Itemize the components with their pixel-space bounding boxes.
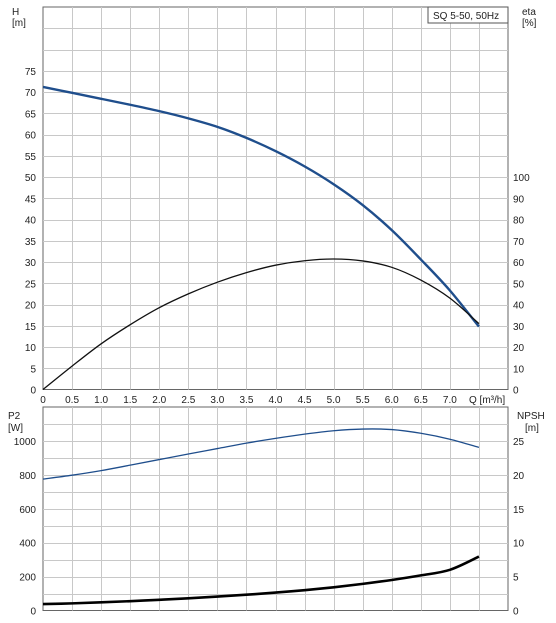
y-left-tick-label: 10	[25, 343, 37, 354]
p2-tick-label: 0	[30, 607, 36, 618]
y-right-tick-label: 40	[513, 301, 525, 312]
legend-label: SQ 5-50, 50Hz	[433, 11, 499, 22]
y-left-unit-top: [m]	[12, 18, 26, 29]
curves	[42, 85, 480, 606]
x-tick-label: 7.0	[443, 395, 457, 406]
npsh-tick-label: 0	[513, 607, 519, 618]
p2-tick-label: 1000	[14, 437, 37, 448]
y-left-tick-label: 70	[25, 88, 37, 99]
bottom-grid-frame	[42, 406, 509, 611]
y-left-tick-label: 30	[25, 258, 37, 269]
y-left-tick-label: 75	[25, 67, 37, 78]
x-tick-label: 1.0	[94, 395, 108, 406]
y-left-tick-label: 25	[25, 279, 37, 290]
p2-tick-label: 600	[19, 505, 36, 516]
y-right-tick-label: 80	[513, 216, 525, 227]
y-right-label-top: eta	[522, 7, 536, 18]
y-left-tick-label: 50	[25, 173, 37, 184]
head-curve	[42, 85, 480, 328]
x-tick-label: 6.5	[414, 395, 428, 406]
y-left-tick-label: 35	[25, 237, 37, 248]
y-right-label-bottom: NPSH	[517, 411, 545, 422]
x-tick-label: 5.0	[327, 395, 341, 406]
x-tick-label: 3.0	[210, 395, 224, 406]
y-left-unit-bottom: [W]	[8, 423, 23, 434]
y-left-tick-label: 40	[25, 216, 37, 227]
y-left-tick-label: 55	[25, 152, 37, 163]
x-tick-label: 5.5	[356, 395, 370, 406]
npsh-curve	[42, 555, 480, 606]
npsh-tick-label: 20	[513, 471, 525, 482]
x-tick-label: 3.5	[239, 395, 253, 406]
y-left-tick-label: 5	[30, 364, 36, 375]
y-right-tick-label: 10	[513, 364, 525, 375]
tick-labels: 0 0.5 1.0 1.5 2.0 2.5 3.0 3.5 4.0 4.5 5.0 5.5 6.0 6.5…	[14, 67, 530, 618]
x-tick-label: 0	[40, 395, 46, 406]
y-left-tick-label: 15	[25, 322, 37, 333]
bottom-grid	[42, 406, 509, 611]
top-grid	[42, 6, 509, 390]
y-left-tick-label: 45	[25, 194, 37, 205]
y-right-tick-label: 60	[513, 258, 525, 269]
x-tick-label: 2.0	[152, 395, 166, 406]
y-left-tick-label: 0	[30, 386, 36, 397]
npsh-tick-label: 5	[513, 573, 519, 584]
npsh-tick-label: 25	[513, 437, 525, 448]
npsh-tick-label: 15	[513, 505, 525, 516]
p2-tick-label: 200	[19, 573, 36, 584]
efficiency-curve	[42, 258, 480, 391]
p2-tick-label: 400	[19, 539, 36, 550]
y-left-label-top: H	[12, 7, 19, 18]
y-left-tick-label: 20	[25, 301, 37, 312]
x-tick-label: 4.0	[269, 395, 283, 406]
x-tick-label: 0.5	[65, 395, 79, 406]
y-left-tick-label: 60	[25, 131, 37, 142]
x-axis-label: Q [m³/h]	[469, 395, 505, 406]
y-left-tick-label: 65	[25, 109, 37, 120]
npsh-tick-label: 10	[513, 539, 525, 550]
y-right-unit-top: [%]	[522, 18, 537, 29]
y-right-tick-label: 100	[513, 173, 530, 184]
y-right-unit-bottom: [m]	[525, 423, 539, 434]
y-left-label-bottom: P2	[8, 411, 21, 422]
p2-curve	[42, 428, 480, 480]
y-right-tick-label: 70	[513, 237, 525, 248]
legend-box	[427, 6, 509, 24]
y-right-tick-label: 20	[513, 343, 525, 354]
y-right-tick-label: 50	[513, 279, 525, 290]
y-right-tick-label: 30	[513, 322, 525, 333]
x-tick-label: 4.5	[298, 395, 312, 406]
x-tick-label: 2.5	[181, 395, 195, 406]
p2-tick-label: 800	[19, 471, 36, 482]
y-right-tick-label: 0	[513, 386, 519, 397]
x-tick-label: 1.5	[123, 395, 137, 406]
x-tick-label: 6.0	[385, 395, 399, 406]
y-right-tick-label: 90	[513, 194, 525, 205]
